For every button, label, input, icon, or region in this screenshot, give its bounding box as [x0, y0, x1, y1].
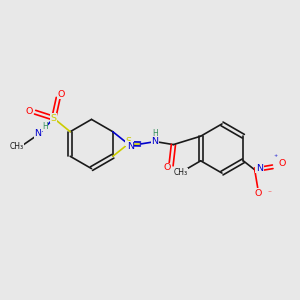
- Text: ⁻: ⁻: [268, 189, 272, 198]
- Text: S: S: [125, 137, 131, 146]
- Text: N: N: [256, 164, 263, 173]
- Text: O: O: [26, 107, 33, 116]
- Text: CH₃: CH₃: [173, 168, 188, 177]
- Text: CH₃: CH₃: [9, 142, 24, 151]
- Text: N: N: [127, 142, 134, 151]
- Text: H: H: [152, 129, 158, 138]
- Text: ⁺: ⁺: [273, 153, 277, 162]
- Text: O: O: [58, 90, 65, 99]
- Text: N: N: [34, 129, 41, 138]
- Text: O: O: [278, 159, 285, 168]
- Text: O: O: [255, 189, 262, 198]
- Text: H: H: [42, 122, 48, 131]
- Text: N: N: [151, 136, 158, 146]
- Text: O: O: [164, 164, 171, 172]
- Text: S: S: [51, 114, 57, 123]
